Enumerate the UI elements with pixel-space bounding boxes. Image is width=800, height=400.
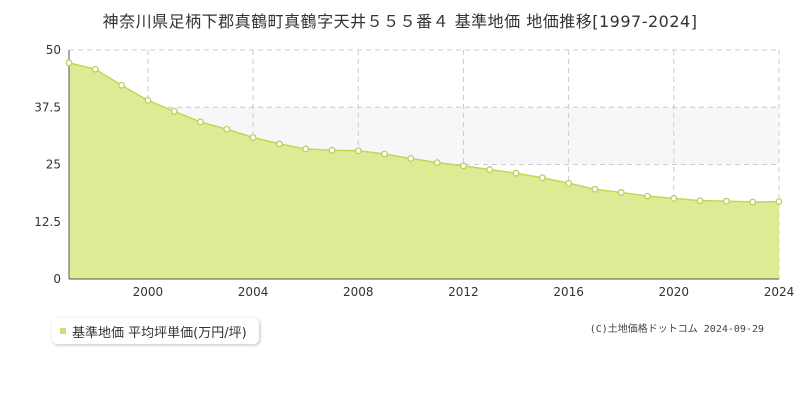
data-point (118, 81, 125, 89)
data-point (617, 189, 625, 196)
data-point (670, 194, 678, 202)
data-point (170, 107, 178, 115)
y-tick-label: 25 (46, 158, 61, 172)
x-tick-label: 2024 (764, 285, 795, 299)
legend: 基準地価 平均坪単価(万円/坪) (52, 318, 259, 344)
y-tick-label: 50 (46, 43, 61, 57)
data-point (407, 155, 415, 162)
y-tick-labels: 0 12.5 25 37.5 50 (34, 43, 61, 286)
data-point (433, 159, 441, 167)
data-point (696, 197, 704, 205)
x-tick-label: 2004 (238, 285, 269, 299)
data-point (381, 150, 388, 158)
y-tick-label: 12.5 (34, 215, 61, 229)
data-point (723, 197, 730, 205)
chart-title: 神奈川県足柄下郡真鶴町真鶴字天井５５５番４ 基準地価 地価推移[1997-202… (102, 12, 698, 31)
legend-label: 基準地価 平均坪単価(万円/坪) (72, 325, 247, 341)
x-tick-label: 2020 (659, 285, 690, 299)
x-tick-labels: 2000 2004 2008 2012 2016 2020 2024 (133, 285, 795, 299)
data-point (275, 140, 283, 148)
data-point (91, 65, 99, 73)
x-tick-label: 2016 (553, 285, 584, 299)
data-point (249, 134, 257, 141)
data-point (591, 185, 599, 193)
data-point (223, 125, 231, 133)
data-point (354, 147, 362, 155)
x-tick-label: 2008 (343, 285, 374, 299)
data-point (302, 145, 310, 153)
data-point (197, 118, 204, 126)
x-tick-label: 2000 (133, 285, 164, 299)
data-point (775, 198, 783, 205)
area-fill (69, 62, 779, 279)
data-point (328, 146, 336, 154)
data-point (512, 169, 520, 177)
copyright-text: (C)土地価格ドットコム 2024-09-29 (589, 324, 764, 335)
data-point (644, 192, 651, 200)
y-tick-label: 37.5 (34, 100, 61, 114)
data-point (486, 166, 494, 173)
series-line (68, 62, 780, 203)
data-point (460, 162, 467, 170)
legend-swatch (60, 328, 66, 334)
data-points (65, 59, 783, 206)
data-point (65, 59, 73, 67)
data-point (538, 174, 546, 182)
data-point (144, 96, 152, 104)
y-tick-label: 0 (53, 272, 61, 286)
x-tick-label: 2012 (448, 285, 479, 299)
data-point (749, 198, 757, 206)
data-point (565, 179, 573, 187)
